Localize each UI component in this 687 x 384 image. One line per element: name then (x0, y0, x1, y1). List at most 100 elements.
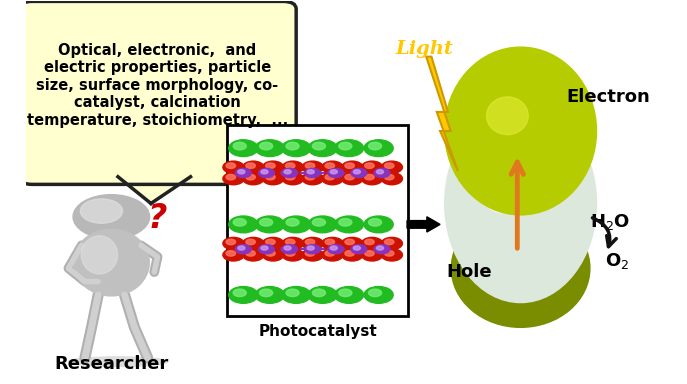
Circle shape (266, 174, 275, 180)
Circle shape (233, 218, 246, 226)
Circle shape (322, 161, 343, 173)
Circle shape (353, 170, 361, 174)
Circle shape (302, 237, 323, 250)
Circle shape (361, 237, 383, 250)
Circle shape (385, 163, 394, 169)
Circle shape (364, 140, 393, 157)
Circle shape (341, 237, 363, 250)
Circle shape (365, 163, 374, 169)
Circle shape (364, 286, 393, 303)
Circle shape (80, 199, 122, 223)
Circle shape (286, 289, 299, 296)
Circle shape (223, 161, 244, 173)
Circle shape (233, 289, 246, 296)
Circle shape (286, 239, 295, 245)
Circle shape (335, 286, 363, 303)
Circle shape (246, 163, 256, 169)
Circle shape (351, 168, 367, 177)
Ellipse shape (81, 236, 117, 274)
Circle shape (243, 249, 264, 261)
Circle shape (302, 249, 323, 261)
Circle shape (266, 251, 275, 256)
Circle shape (226, 251, 236, 256)
Circle shape (282, 286, 311, 303)
Circle shape (258, 245, 274, 254)
Circle shape (368, 289, 381, 296)
Circle shape (361, 172, 383, 185)
Circle shape (229, 216, 258, 233)
Ellipse shape (74, 229, 149, 296)
Circle shape (262, 161, 284, 173)
Circle shape (313, 142, 326, 150)
Circle shape (345, 251, 354, 256)
Circle shape (282, 245, 297, 254)
Circle shape (226, 239, 236, 245)
Circle shape (266, 239, 275, 245)
Circle shape (73, 195, 150, 239)
Circle shape (238, 170, 245, 174)
Polygon shape (118, 177, 190, 204)
Circle shape (282, 172, 304, 185)
Text: ?: ? (148, 202, 167, 235)
Text: Light: Light (396, 40, 454, 58)
Circle shape (308, 216, 337, 233)
Circle shape (243, 161, 264, 173)
Circle shape (223, 249, 244, 261)
Circle shape (246, 251, 256, 256)
Circle shape (368, 142, 381, 150)
Circle shape (226, 174, 236, 180)
Text: O$_2$: O$_2$ (605, 251, 629, 271)
Polygon shape (407, 217, 440, 232)
Text: Electron: Electron (567, 88, 651, 106)
Text: H$_2$O: H$_2$O (590, 212, 630, 232)
Circle shape (261, 170, 268, 174)
Ellipse shape (444, 47, 596, 215)
Circle shape (260, 218, 273, 226)
Circle shape (256, 140, 284, 157)
Circle shape (339, 142, 352, 150)
Circle shape (226, 163, 236, 169)
Circle shape (345, 239, 354, 245)
Text: Optical, electronic,  and
electric properties, particle
size, surface morphology: Optical, electronic, and electric proper… (27, 43, 288, 127)
Circle shape (381, 249, 403, 261)
Circle shape (307, 246, 314, 250)
Circle shape (361, 161, 383, 173)
Circle shape (286, 142, 299, 150)
Circle shape (328, 245, 344, 254)
FancyBboxPatch shape (19, 2, 296, 184)
Circle shape (376, 170, 383, 174)
Circle shape (305, 245, 321, 254)
Circle shape (238, 246, 245, 250)
Circle shape (258, 168, 274, 177)
Ellipse shape (451, 209, 590, 327)
Circle shape (365, 174, 374, 180)
Circle shape (282, 249, 304, 261)
Circle shape (328, 168, 344, 177)
Circle shape (381, 172, 403, 185)
Ellipse shape (480, 164, 529, 213)
Circle shape (325, 174, 335, 180)
Circle shape (282, 161, 304, 173)
Circle shape (374, 245, 390, 254)
Circle shape (313, 218, 326, 226)
Circle shape (322, 249, 343, 261)
Circle shape (381, 161, 403, 173)
Circle shape (335, 140, 363, 157)
Text: Photocatalyst: Photocatalyst (258, 324, 377, 339)
Circle shape (313, 289, 326, 296)
Circle shape (256, 216, 284, 233)
Circle shape (330, 170, 337, 174)
Circle shape (330, 246, 337, 250)
Circle shape (385, 174, 394, 180)
Circle shape (307, 170, 314, 174)
Circle shape (353, 246, 361, 250)
Circle shape (365, 239, 374, 245)
Circle shape (282, 237, 304, 250)
Circle shape (223, 172, 244, 185)
Circle shape (341, 249, 363, 261)
FancyBboxPatch shape (227, 125, 408, 316)
Circle shape (335, 216, 363, 233)
Circle shape (282, 168, 297, 177)
Ellipse shape (483, 240, 532, 273)
Circle shape (325, 251, 335, 256)
